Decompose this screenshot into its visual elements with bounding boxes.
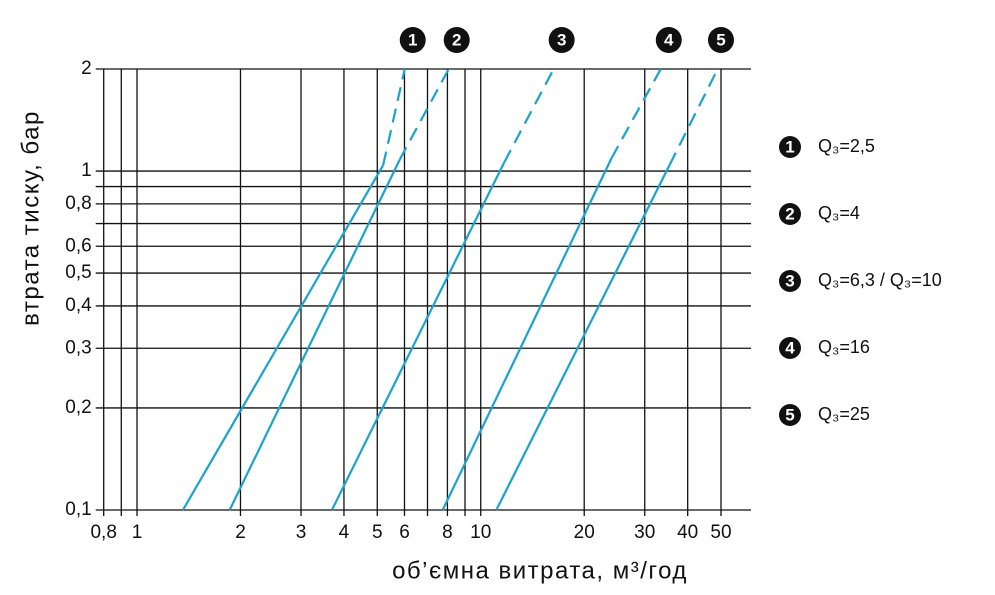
x-tick-label: 5 [372,522,383,543]
data-line-segment [330,161,506,511]
line-badge-label: 3 [557,30,566,49]
y-tick-label: 0,8 [65,193,91,214]
x-tick-label: 6 [399,522,410,543]
line-badge [399,27,426,53]
x-tick-label: 50 [710,522,731,543]
x-tick-label: 4 [339,522,350,543]
legend-badge-label: 5 [785,405,794,424]
line-badge-label: 4 [664,30,674,49]
legend-badge [779,203,801,225]
legend-badge [779,337,801,359]
legend-badge-label: 4 [785,338,795,357]
data-line-segment [398,68,450,161]
y-tick-label: 0,1 [65,499,91,520]
legend-badge-label: 1 [785,137,794,156]
line-badge-label: 5 [716,30,725,49]
line-badge [708,27,734,53]
legend-label: Q₃=16 [818,337,870,357]
line-badge [443,27,470,53]
legend-label: Q₃=6,3 / Q₃=10 [818,270,942,290]
x-tick-label: 8 [442,522,453,543]
line-badge [548,27,575,53]
y-tick-label: 0,5 [65,262,91,283]
y-axis-title: втрата тиску, бар [17,110,44,326]
data-line-segment [495,164,671,511]
y-tick-label: 0,4 [65,295,92,316]
x-tick-label: 1 [132,522,143,543]
data-line-segment [668,68,719,166]
x-tick-label: 40 [677,522,698,543]
y-tick-label: 0,3 [65,337,91,358]
x-tick-label: 3 [296,522,307,543]
legend-badge [779,270,801,292]
legend-badge [779,404,801,426]
x-tick-label: 0,8 [90,522,116,543]
line-badge-label: 1 [408,30,417,49]
legend-badge [779,136,801,158]
legend-label: Q₃=25 [818,404,870,424]
y-tick-label: 0,6 [65,235,91,256]
data-line-segment [503,68,555,163]
line-badge [655,27,682,53]
line-badge-label: 2 [452,30,461,49]
x-tick-label: 30 [634,522,655,543]
data-line-segment [228,159,401,511]
legend-label: Q₃=2,5 [818,136,875,156]
data-line-segment [441,157,613,511]
data-line-segment [181,164,385,511]
y-tick-label: 0,2 [65,397,91,418]
legend-label: Q₃=4 [818,203,860,223]
x-axis-title: об’ємна витрата, м³/год [392,557,688,584]
y-tick-label: 1 [81,160,92,181]
data-line-segment [610,68,662,159]
x-tick-label: 20 [574,522,595,543]
legend-badge-label: 3 [785,271,794,290]
data-line-segment [382,68,406,166]
x-tick-label: 10 [470,522,491,543]
y-tick-label: 2 [81,58,92,79]
legend-badge-label: 2 [785,204,794,223]
x-tick-label: 2 [235,522,246,543]
